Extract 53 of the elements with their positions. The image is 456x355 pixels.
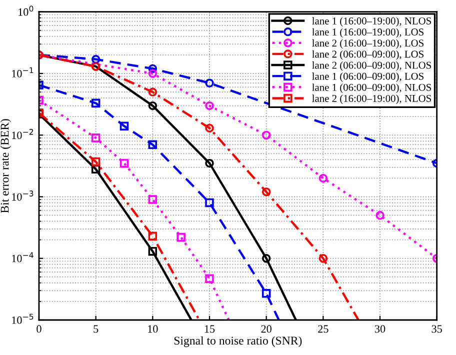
y-axis-title: Bit error rate (BER) bbox=[0, 119, 12, 213]
point bbox=[120, 122, 129, 130]
point bbox=[91, 164, 100, 174]
x-axis-title: Signal to noise ratio (SNR) bbox=[174, 336, 302, 348]
point bbox=[91, 98, 100, 108]
x-tick-label: 0 bbox=[36, 325, 42, 333]
legend-label: lane 1 (06:00–09:00), NLOS bbox=[312, 84, 431, 94]
point bbox=[91, 54, 100, 64]
point bbox=[120, 158, 129, 168]
point bbox=[205, 198, 214, 208]
x-tick-label: 10 bbox=[148, 325, 158, 333]
point bbox=[318, 174, 328, 183]
legend-label: lane 2 (16:00–19:00), NLOS bbox=[312, 94, 431, 104]
x-tick-label: 15 bbox=[204, 325, 215, 333]
point bbox=[148, 101, 158, 110]
x-tick-label: 25 bbox=[318, 325, 328, 333]
point bbox=[205, 78, 214, 88]
point bbox=[205, 274, 214, 283]
point bbox=[148, 246, 158, 256]
point bbox=[148, 232, 158, 240]
point bbox=[148, 88, 158, 96]
x-tick-label: 35 bbox=[432, 325, 442, 333]
legend-label: lane 1 (16:00–19:00), LOS bbox=[312, 28, 424, 38]
point bbox=[176, 232, 186, 242]
y-tick-label: 10$^{0}$ bbox=[18, 6, 34, 16]
y-tick-label: 10$^{−1}$ bbox=[12, 67, 34, 78]
point bbox=[318, 254, 328, 263]
legend-label: lane 2 (06:00–09:00), NLOS bbox=[312, 61, 431, 71]
point bbox=[148, 195, 158, 204]
x-tick-label: 20 bbox=[261, 325, 272, 333]
legend-label: lane 1 (06:00–09:00), LOS bbox=[312, 72, 424, 82]
legend-label: lane 1 (16:00–19:00), NLOS bbox=[312, 17, 431, 27]
point bbox=[205, 158, 214, 168]
y-tick-label: 10$^{−4}$ bbox=[12, 252, 34, 262]
point bbox=[262, 254, 271, 263]
point bbox=[205, 101, 214, 110]
point bbox=[91, 134, 100, 142]
point bbox=[262, 130, 271, 140]
point bbox=[262, 187, 271, 196]
point bbox=[91, 157, 100, 166]
point bbox=[148, 69, 158, 78]
point bbox=[262, 289, 271, 298]
y-tick-label: 10$^{−5}$ bbox=[12, 314, 34, 324]
point bbox=[376, 210, 384, 220]
point bbox=[148, 140, 158, 150]
point bbox=[148, 64, 158, 73]
y-tick-label: 10$^{−2}$ bbox=[12, 128, 34, 140]
x-tick-label: 30 bbox=[374, 325, 386, 333]
legend-label: lane 2 (06:00–09:00), LOS bbox=[312, 50, 424, 60]
point bbox=[205, 124, 214, 132]
y-tick-label: 10$^{−3}$ bbox=[12, 190, 34, 201]
x-tick-label: 5 bbox=[94, 325, 98, 333]
legend-label: lane 2 (16:00–19:00), LOS bbox=[312, 39, 424, 49]
